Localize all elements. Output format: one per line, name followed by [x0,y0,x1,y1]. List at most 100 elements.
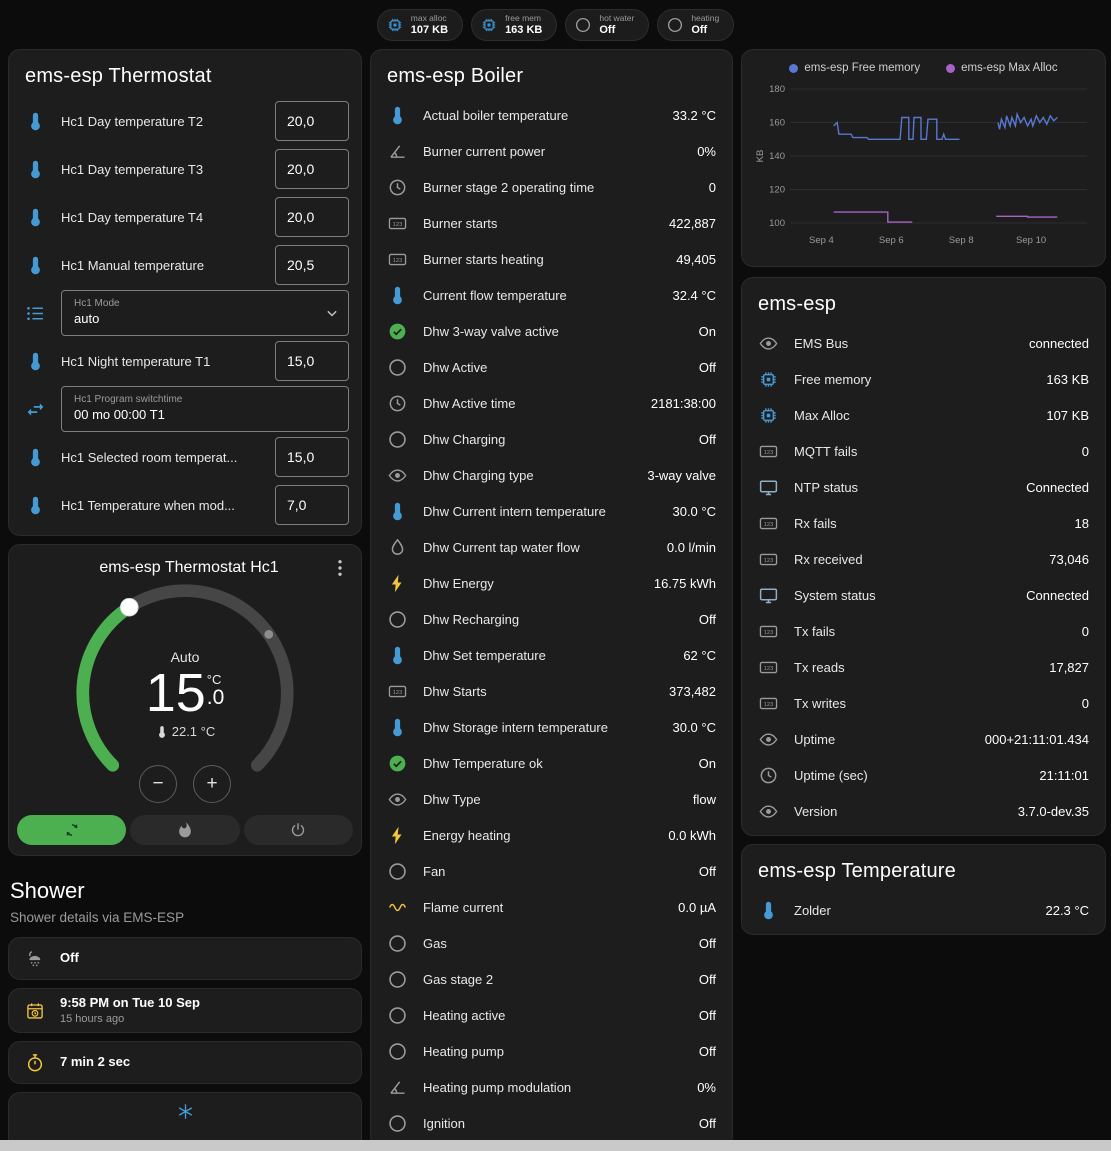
row-label: Zolder [794,902,831,918]
row-icon [758,477,779,498]
entity-row[interactable]: Rx fails 18 [742,505,1105,541]
entity-row[interactable]: Gas Off [371,925,732,961]
row-icon [758,549,779,570]
menu-icon[interactable] [329,557,351,579]
power-icon [289,821,307,839]
status-badge[interactable]: hot water Off [565,9,650,41]
row-icon [387,681,408,702]
entity-row[interactable]: Ignition Off [371,1105,732,1141]
row-icon [25,447,46,468]
entity-row[interactable]: Dhw Active time 2181:38:00 [371,385,732,421]
entity-row[interactable]: Dhw Current intern temperature 30.0 °C [371,493,732,529]
number-input[interactable]: 20,0 [275,101,349,141]
entity-row[interactable]: Dhw Set temperature 62 °C [371,637,732,673]
entity-row[interactable]: Dhw Recharging Off [371,601,732,637]
row-value: 0% [697,143,716,159]
entity-row[interactable]: Version 3.7.0-dev.35 [742,793,1105,829]
mode-auto-button[interactable] [17,815,127,845]
flame-icon [176,821,194,839]
entity-row[interactable]: Actual boiler temperature 33.2 °C [371,97,732,133]
status-badge[interactable]: heating Off [657,9,735,41]
entity-row[interactable]: Dhw Temperature ok On [371,745,732,781]
row-icon [25,399,46,420]
entity-row[interactable]: Zolder 22.3 °C [742,892,1105,928]
entity-row[interactable]: Burner starts 422,887 [371,205,732,241]
row-icon [758,441,779,462]
status-badge[interactable]: free mem 163 KB [471,9,558,41]
card-title: ems-esp Boiler [387,65,524,87]
row-label: MQTT fails [794,443,858,459]
status-badge[interactable]: max alloc 107 KB [376,9,464,41]
entity-row[interactable]: Dhw 3-way valve active On [371,313,732,349]
entity-row[interactable]: Dhw Type flow [371,781,732,817]
row-value: 18 [1074,515,1089,531]
entity-row[interactable]: System status Connected [742,577,1105,613]
number-input[interactable]: 20,0 [275,149,349,189]
entity-row[interactable]: Fan Off [371,853,732,889]
row-label: Burner stage 2 operating time [423,179,595,195]
entity-row[interactable]: Heating pump modulation 0% [371,1069,732,1105]
row-icon [25,303,46,324]
row-value: 0.0 l/min [666,539,716,555]
row-icon [25,159,46,180]
entity-row[interactable]: Free memory 163 KB [742,361,1105,397]
row-icon [387,573,408,594]
temp-adjust-buttons: − + [9,765,361,803]
row-label: Actual boiler temperature [423,107,569,123]
entity-row[interactable]: Dhw Active Off [371,349,732,385]
entity-row[interactable]: Gas stage 2 Off [371,961,732,997]
entity-row[interactable]: EMS Bus connected [742,325,1105,361]
dial-handle [120,597,139,617]
row-icon [387,1077,408,1098]
number-input[interactable]: 20,0 [275,197,349,237]
entity-row[interactable]: Dhw Charging Off [371,421,732,457]
mode-heat-button[interactable] [130,815,240,845]
entity-row[interactable]: Flame current 0.0 µA [371,889,732,925]
shower-entity-card[interactable]: 9:58 PM on Tue 10 Sep 15 hours ago [8,988,362,1034]
entity-row[interactable]: Dhw Energy 16.75 kWh [371,565,732,601]
entity-row[interactable]: Burner current power 0% [371,133,732,169]
entity-row[interactable]: Tx writes 0 [742,685,1105,721]
number-input[interactable]: 20,5 [275,245,349,285]
entity-row[interactable]: Tx fails 0 [742,613,1105,649]
thermostat-dial[interactable]: Auto 15 °C .0 22.1 °C [69,581,301,805]
entity-row[interactable]: Uptime (sec) 21:11:01 [742,757,1105,793]
entity-row[interactable]: Dhw Storage intern temperature 30.0 °C [371,709,732,745]
shower-entity-card[interactable]: Off [8,937,362,980]
row-value: 62 °C [683,647,716,663]
entity-row[interactable]: Heating pump Off [371,1033,732,1069]
entity-row[interactable]: Tx reads 17,827 [742,649,1105,685]
select-value: auto [74,311,100,327]
entity-row[interactable]: Rx received 73,046 [742,541,1105,577]
mode-off-button[interactable] [243,815,353,845]
number-input[interactable]: 15,0 [275,341,349,381]
entity-row[interactable]: Heating active Off [371,997,732,1033]
row-icon [387,969,408,990]
horizontal-scrollbar[interactable] [0,1140,1111,1151]
shower-entity-card[interactable]: 7 min 2 sec [8,1041,362,1085]
number-input[interactable]: 7,0 [275,485,349,525]
row-label: Dhw Charging [423,431,506,447]
decrease-button[interactable]: − [139,765,177,803]
entity-row[interactable]: Dhw Starts 373,482 [371,673,732,709]
entity-row[interactable]: MQTT fails 0 [742,433,1105,469]
entity-row[interactable]: Energy heating 0.0 kWh [371,817,732,853]
row-icon [387,717,408,738]
entity-row[interactable]: Burner stage 2 operating time 0 [371,169,732,205]
entity-row[interactable]: Burner starts heating 49,405 [371,241,732,277]
snowflake-icon [176,1102,195,1121]
thermometer-icon [155,725,169,739]
number-input[interactable]: 15,0 [275,437,349,477]
entity-row[interactable]: Current flow temperature 32.4 °C [371,277,732,313]
card-title: ems-esp [758,293,837,315]
badge-value: Off [599,23,616,36]
entity-row[interactable]: Dhw Current tap water flow 0.0 l/min [371,529,732,565]
mode-select[interactable]: Hc1 Mode auto [61,290,349,336]
entity-row[interactable]: Max Alloc 107 KB [742,397,1105,433]
entity-row[interactable]: NTP status Connected [742,469,1105,505]
entity-row[interactable]: Uptime 000+21:11:01.434 [742,721,1105,757]
entity-row[interactable]: Dhw Charging type 3-way valve [371,457,732,493]
text-input[interactable]: Hc1 Program switchtime 00 mo 00:00 T1 [61,386,349,432]
increase-button[interactable]: + [193,765,231,803]
current-temp-value: 22.1 °C [171,724,216,740]
